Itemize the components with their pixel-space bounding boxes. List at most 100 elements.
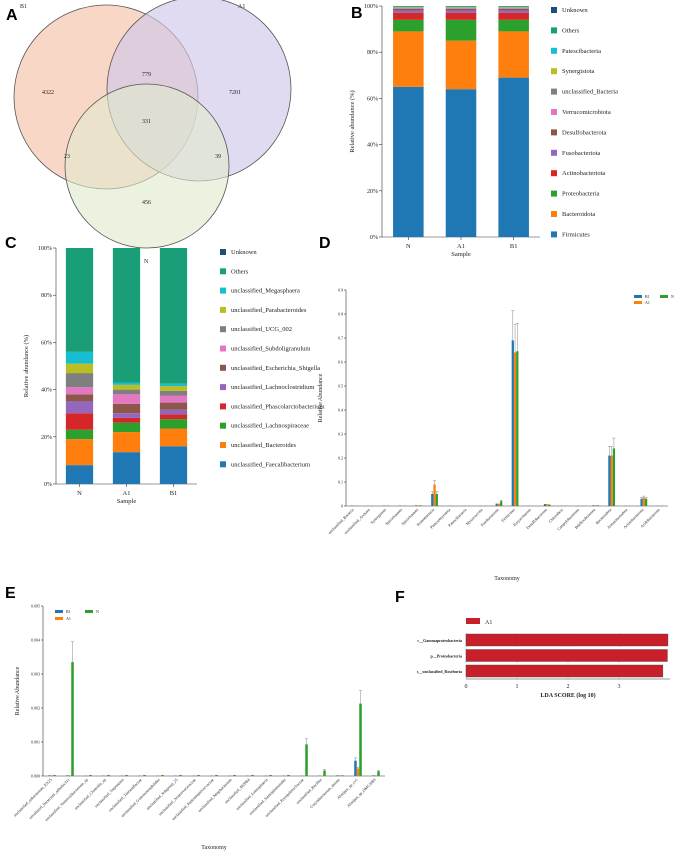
d-legend-swatch — [634, 295, 642, 298]
grouped-bar-chart-species: 0.000 0.001 0.002 0.003 0.004 0.005 unclassifi… — [12, 604, 385, 851]
b-legend-swatch — [551, 129, 557, 136]
c-x-tick-label: B1 — [170, 490, 178, 497]
c-bar-segment — [112, 413, 141, 418]
d-x-tick-label: Firmicutes — [500, 507, 516, 523]
e-bar — [356, 768, 360, 776]
c-legend-swatch — [220, 268, 226, 275]
c-y-tick-label: 80% — [41, 293, 52, 299]
f-legend-label: A1 — [485, 620, 492, 626]
d-bar — [610, 455, 613, 506]
f-x-tick-label: 0 — [465, 684, 468, 690]
e-bar — [251, 774, 254, 776]
d-bar — [644, 498, 648, 506]
d-legend-label: B1 — [645, 294, 650, 299]
b-legend-swatch — [551, 109, 557, 115]
d-bar — [415, 505, 418, 506]
e-bar — [125, 774, 128, 776]
e-x-tick-label: unclassified_Tannerellaceae — [107, 777, 143, 813]
c-legend-label: unclassified_UCG_002 — [231, 326, 292, 333]
c-bar-segment — [159, 402, 188, 410]
e-x-axis-title: Taxonomy — [201, 845, 227, 851]
c-bar-segment — [159, 428, 188, 447]
d-bar — [500, 501, 503, 506]
venn-count-all: 331 — [142, 119, 151, 125]
f-bar-label: c__Gammaproteobacteria — [417, 638, 462, 643]
b-bar-segment — [445, 9, 477, 11]
e-bar — [53, 774, 56, 776]
b-y-tick-label: 0% — [370, 235, 378, 241]
b-x-tick-label: A1 — [457, 243, 465, 250]
e-bar — [48, 775, 51, 776]
c-bar-segment — [112, 417, 141, 423]
c-bar-segment — [65, 363, 94, 374]
b-legend-swatch — [551, 190, 557, 197]
venn-set-label-n: N — [144, 259, 149, 265]
c-legend-label: unclassified_Lachnoclostridium — [231, 384, 314, 391]
c-legend-label: unclassified_Subdoligranulum — [231, 346, 310, 353]
venn-count-b1-a1: 779 — [142, 72, 151, 78]
c-bar-segment — [159, 386, 188, 391]
c-y-tick-label: 100% — [38, 246, 52, 252]
e-bar — [374, 775, 378, 776]
c-bar-segment — [112, 248, 141, 383]
b-legend-swatch — [551, 27, 557, 34]
c-legend-label: unclassified_Escherichia_Shigella — [231, 365, 320, 372]
venn-count-b1-n: 23 — [64, 154, 70, 160]
c-y-axis-title: Relative abundance (%) — [23, 335, 30, 397]
b-bar-segment — [445, 10, 477, 13]
b-y-axis-title: Relative abundance (%) — [349, 90, 356, 152]
d-bar — [594, 505, 597, 506]
f-bar-label: s__unclassified_Roseburia — [417, 669, 462, 674]
f-x-tick-label: 2 — [567, 684, 570, 690]
c-bar-segment — [112, 394, 141, 404]
c-bar-segment — [65, 465, 94, 484]
c-y-tick-label: 0% — [44, 482, 52, 488]
d-bar — [642, 497, 645, 506]
e-bar — [89, 774, 92, 776]
b-legend-swatch — [551, 88, 557, 95]
b-y-tick-label: 20% — [367, 189, 378, 195]
c-x-axis-title: Sample — [117, 498, 137, 505]
c-legend-swatch — [220, 326, 226, 333]
b-legend-label: unclassified_Bacteria — [562, 89, 618, 96]
panel-letter-d: D — [319, 235, 331, 252]
b-bar-segment — [445, 6, 477, 7]
b-bar-segment — [393, 8, 424, 10]
c-bar-segment — [65, 351, 94, 364]
e-legend-label: N — [96, 609, 99, 614]
b-bar-segment — [445, 19, 477, 41]
b-legend-swatch — [551, 231, 557, 238]
d-bar — [546, 504, 549, 506]
e-y-tick-label: 0.002 — [31, 706, 40, 711]
e-y-tick-label: 0.003 — [31, 672, 40, 677]
b-bar-segment — [498, 6, 529, 7]
venn-count-n-only: 456 — [142, 200, 151, 206]
d-y-tick-label: 0.3 — [338, 432, 343, 437]
d-bar — [419, 505, 422, 506]
d-y-tick-label: 0.8 — [338, 312, 343, 317]
f-x-tick-label: 3 — [618, 684, 621, 690]
e-bar — [359, 703, 362, 776]
c-legend-label: unclassified_Parabacteroides — [231, 307, 307, 314]
b-bar-segment — [445, 12, 477, 20]
c-bar-segment — [65, 429, 94, 440]
c-legend-label: unclassified_Faecalibacterium — [231, 461, 310, 468]
panel-letter-a: A — [6, 7, 18, 24]
b-bar-segment — [393, 7, 424, 9]
f-legend-swatch — [466, 618, 480, 624]
c-bar-segment — [159, 419, 188, 429]
c-bar-segment — [112, 389, 141, 395]
e-bar — [179, 774, 182, 776]
b-legend-label: Firmicutes — [562, 231, 590, 238]
d-bar — [495, 503, 498, 506]
b-bar-segment — [498, 8, 529, 10]
d-legend-label: N — [671, 294, 674, 299]
e-bar — [377, 771, 380, 776]
e-bar — [143, 774, 146, 776]
b-y-tick-label: 100% — [364, 4, 378, 10]
c-bar-segment — [159, 446, 188, 484]
b-legend-swatch — [551, 149, 557, 156]
b-legend-label: Desulfobacterota — [562, 129, 607, 136]
f-bar-label: p__Proteobacteria — [431, 654, 462, 659]
e-x-tick-label: unclassified_Subgroup_25 — [145, 777, 179, 811]
